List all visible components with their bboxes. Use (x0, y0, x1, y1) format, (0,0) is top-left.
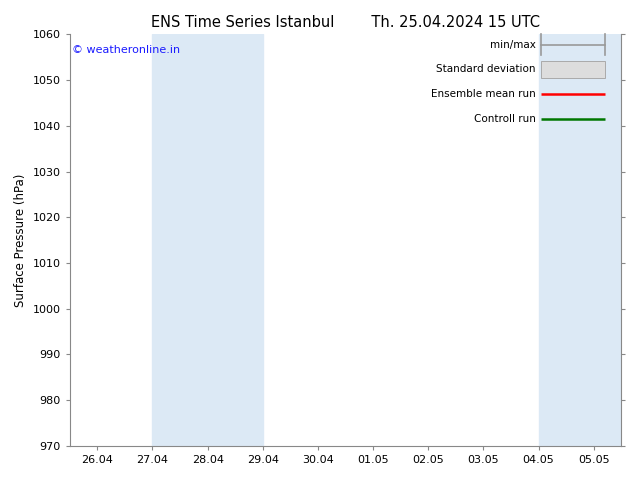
Bar (541, 61, 605, 77)
Text: Standard deviation: Standard deviation (436, 64, 536, 74)
Bar (152, 34, 262, 446)
Bar (538, 34, 621, 446)
Text: min/max: min/max (490, 40, 536, 49)
Text: Ensemble mean run: Ensemble mean run (431, 89, 536, 99)
Text: © weatheronline.in: © weatheronline.in (72, 45, 181, 54)
Text: Controll run: Controll run (474, 114, 536, 123)
Title: ENS Time Series Istanbul        Th. 25.04.2024 15 UTC: ENS Time Series Istanbul Th. 25.04.2024 … (151, 15, 540, 30)
Y-axis label: Surface Pressure (hPa): Surface Pressure (hPa) (14, 173, 27, 307)
